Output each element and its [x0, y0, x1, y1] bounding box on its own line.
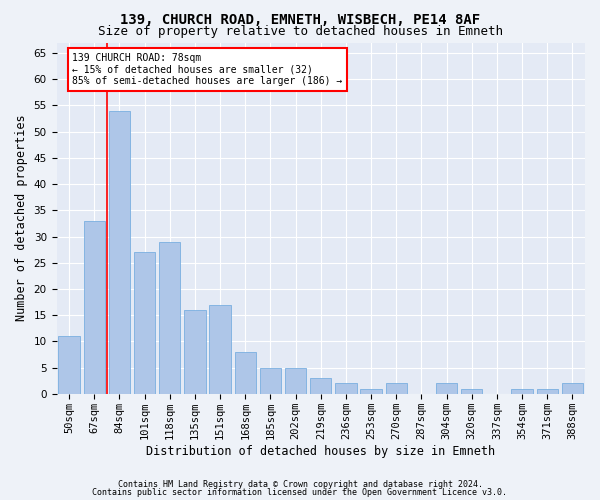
Y-axis label: Number of detached properties: Number of detached properties: [15, 115, 28, 322]
Bar: [83, 221, 105, 394]
Bar: [235, 352, 256, 394]
Bar: [511, 388, 533, 394]
Bar: [361, 388, 382, 394]
X-axis label: Distribution of detached houses by size in Emneth: Distribution of detached houses by size …: [146, 444, 496, 458]
Text: Contains public sector information licensed under the Open Government Licence v3: Contains public sector information licen…: [92, 488, 508, 497]
Bar: [386, 384, 407, 394]
Text: Size of property relative to detached houses in Emneth: Size of property relative to detached ho…: [97, 25, 503, 38]
Bar: [436, 384, 457, 394]
Bar: [310, 378, 331, 394]
Bar: [461, 388, 482, 394]
Text: Contains HM Land Registry data © Crown copyright and database right 2024.: Contains HM Land Registry data © Crown c…: [118, 480, 482, 489]
Bar: [285, 368, 306, 394]
Bar: [109, 110, 130, 394]
Bar: [184, 310, 206, 394]
Bar: [209, 304, 231, 394]
Bar: [536, 388, 558, 394]
Bar: [562, 384, 583, 394]
Bar: [335, 384, 356, 394]
Bar: [58, 336, 80, 394]
Bar: [260, 368, 281, 394]
Bar: [159, 242, 181, 394]
Text: 139, CHURCH ROAD, EMNETH, WISBECH, PE14 8AF: 139, CHURCH ROAD, EMNETH, WISBECH, PE14 …: [120, 12, 480, 26]
Text: 139 CHURCH ROAD: 78sqm
← 15% of detached houses are smaller (32)
85% of semi-det: 139 CHURCH ROAD: 78sqm ← 15% of detached…: [73, 53, 343, 86]
Bar: [134, 252, 155, 394]
